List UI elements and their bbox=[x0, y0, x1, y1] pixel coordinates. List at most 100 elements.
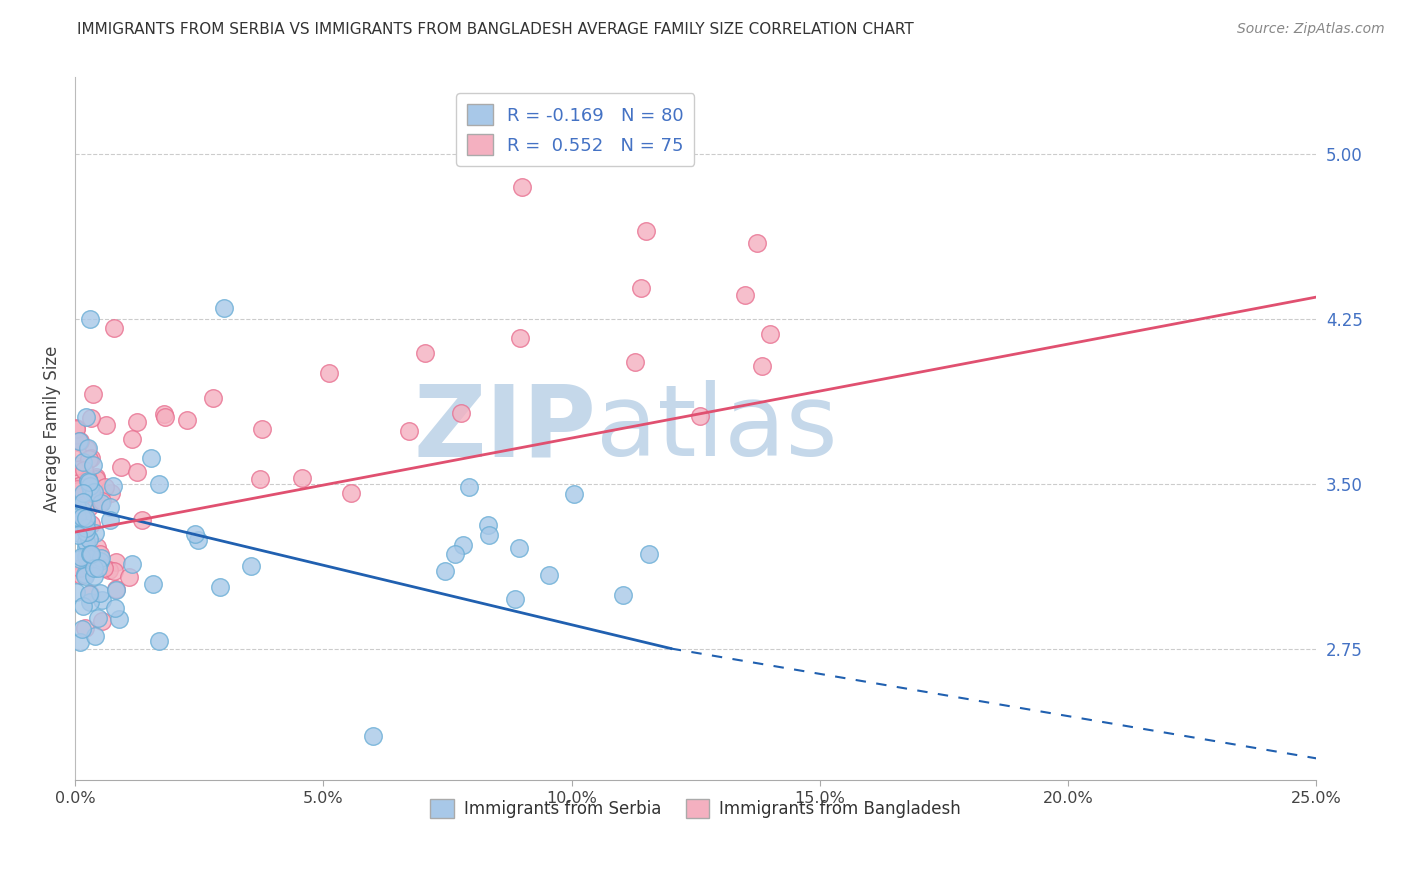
Point bbox=[291, 470, 314, 484]
Point bbox=[90, 495, 112, 509]
Point bbox=[101, 479, 124, 493]
Point bbox=[413, 345, 436, 359]
Point bbox=[478, 528, 501, 542]
Point bbox=[66, 482, 89, 496]
Point bbox=[70, 489, 93, 503]
Point bbox=[89, 547, 111, 561]
Point bbox=[77, 475, 100, 489]
Point bbox=[75, 514, 97, 528]
Point bbox=[100, 486, 122, 500]
Point bbox=[69, 561, 91, 575]
Point bbox=[83, 560, 105, 574]
Point bbox=[76, 442, 98, 456]
Point bbox=[66, 509, 89, 524]
Point bbox=[98, 513, 121, 527]
Point bbox=[450, 406, 472, 420]
Point bbox=[630, 281, 652, 295]
Point bbox=[66, 500, 89, 514]
Point bbox=[751, 359, 773, 373]
Point bbox=[318, 366, 340, 380]
Point bbox=[148, 477, 170, 491]
Point bbox=[70, 510, 93, 524]
Point bbox=[105, 582, 128, 597]
Point bbox=[79, 516, 101, 531]
Point bbox=[77, 441, 100, 455]
Point bbox=[562, 486, 585, 500]
Point bbox=[86, 540, 108, 554]
Point bbox=[84, 525, 107, 540]
Point bbox=[148, 634, 170, 648]
Point bbox=[77, 500, 100, 515]
Point bbox=[83, 569, 105, 583]
Point bbox=[209, 580, 232, 594]
Point bbox=[69, 551, 91, 566]
Point bbox=[79, 479, 101, 493]
Point bbox=[69, 567, 91, 582]
Point bbox=[90, 494, 112, 508]
Point bbox=[91, 615, 114, 629]
Point bbox=[67, 434, 90, 449]
Point bbox=[104, 555, 127, 569]
Point bbox=[477, 518, 499, 533]
Point bbox=[75, 410, 97, 425]
Point bbox=[121, 432, 143, 446]
Point bbox=[67, 508, 90, 523]
Point bbox=[103, 320, 125, 334]
Point bbox=[97, 563, 120, 577]
Point bbox=[118, 570, 141, 584]
Point bbox=[249, 472, 271, 486]
Point bbox=[125, 466, 148, 480]
Point bbox=[69, 477, 91, 491]
Point bbox=[73, 621, 96, 635]
Point bbox=[638, 547, 661, 561]
Point bbox=[77, 586, 100, 600]
Point bbox=[73, 566, 96, 581]
Point bbox=[66, 528, 89, 542]
Point bbox=[77, 558, 100, 573]
Point bbox=[127, 415, 149, 429]
Text: IMMIGRANTS FROM SERBIA VS IMMIGRANTS FROM BANGLADESH AVERAGE FAMILY SIZE CORRELA: IMMIGRANTS FROM SERBIA VS IMMIGRANTS FRO… bbox=[77, 22, 914, 37]
Point bbox=[509, 331, 531, 345]
Point bbox=[110, 460, 132, 475]
Point bbox=[90, 550, 112, 565]
Point bbox=[94, 480, 117, 494]
Point bbox=[503, 591, 526, 606]
Point bbox=[82, 458, 104, 472]
Point bbox=[75, 569, 97, 583]
Point bbox=[84, 472, 107, 486]
Point bbox=[153, 407, 176, 421]
Point bbox=[80, 451, 103, 466]
Point bbox=[75, 525, 97, 540]
Point bbox=[121, 557, 143, 571]
Point bbox=[75, 540, 97, 554]
Point bbox=[82, 387, 104, 401]
Point bbox=[250, 422, 273, 436]
Point bbox=[90, 496, 112, 510]
Point bbox=[72, 623, 94, 637]
Point bbox=[65, 458, 87, 473]
Point bbox=[65, 496, 87, 510]
Point bbox=[66, 444, 89, 458]
Point bbox=[340, 486, 363, 500]
Point bbox=[72, 495, 94, 509]
Point bbox=[65, 421, 87, 435]
Point bbox=[76, 558, 98, 573]
Point bbox=[73, 516, 96, 530]
Point bbox=[201, 391, 224, 405]
Text: atlas: atlas bbox=[596, 380, 838, 477]
Point bbox=[83, 481, 105, 495]
Point bbox=[77, 452, 100, 467]
Point bbox=[72, 455, 94, 469]
Point bbox=[77, 472, 100, 486]
Point bbox=[444, 547, 467, 561]
Point bbox=[67, 525, 90, 540]
Point bbox=[153, 409, 176, 424]
Point bbox=[75, 521, 97, 535]
Point bbox=[83, 485, 105, 500]
Point bbox=[104, 600, 127, 615]
Point bbox=[457, 480, 479, 494]
Point bbox=[689, 409, 711, 424]
Point bbox=[240, 559, 263, 574]
Point bbox=[82, 557, 104, 571]
Point bbox=[79, 547, 101, 561]
